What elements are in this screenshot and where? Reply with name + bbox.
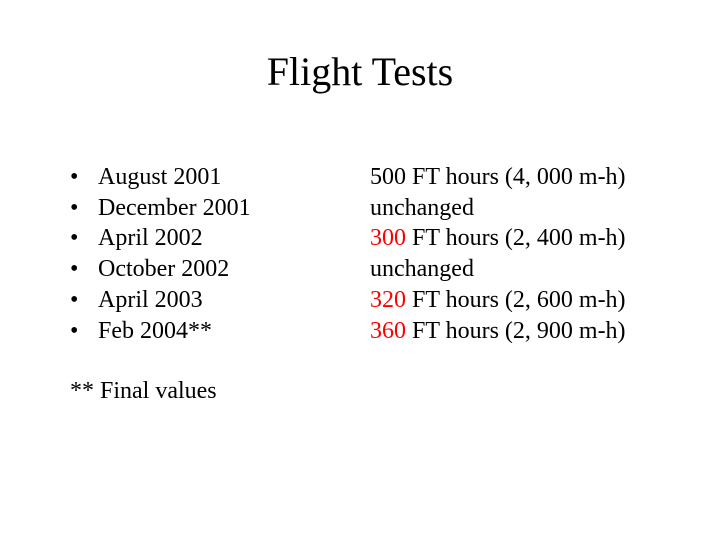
value-suffix: FT hours (4, 000 m-h) [406, 164, 626, 190]
list-item-left: • December 2001 [70, 193, 370, 224]
value-prefix: 500 [370, 164, 406, 190]
value-prefix: 300 [370, 225, 406, 251]
value-label: 500 FT hours (4, 000 m-h) [370, 162, 680, 193]
value-prefix: 360 [370, 318, 406, 344]
value-prefix: 320 [370, 287, 406, 313]
list-item: • April 2002 300 FT hours (2, 400 m-h) [70, 223, 680, 254]
footnote-label: ** Final values [70, 376, 680, 407]
list-item-left: • Feb 2004** [70, 316, 370, 347]
list-item-left: • August 2001 [70, 162, 370, 193]
list-item: • October 2002 unchanged [70, 254, 680, 285]
list-item-left: • April 2003 [70, 285, 370, 316]
bullet-icon: • [70, 254, 98, 285]
list-item: • December 2001 unchanged [70, 193, 680, 224]
list-item: • Feb 2004** 360 FT hours (2, 900 m-h) [70, 316, 680, 347]
bullet-icon: • [70, 285, 98, 316]
bullet-icon: • [70, 223, 98, 254]
value-suffix: unchanged [370, 195, 474, 221]
date-label: April 2003 [98, 285, 370, 316]
date-label: October 2002 [98, 254, 370, 285]
slide-body: • August 2001 500 FT hours (4, 000 m-h) … [70, 162, 680, 407]
bullet-icon: • [70, 162, 98, 193]
list-item: • August 2001 500 FT hours (4, 000 m-h) [70, 162, 680, 193]
value-suffix: FT hours (2, 900 m-h) [406, 318, 626, 344]
slide: Flight Tests • August 2001 500 FT hours … [0, 0, 720, 540]
date-label: December 2001 [98, 193, 370, 224]
value-label: 360 FT hours (2, 900 m-h) [370, 316, 680, 347]
date-label: Feb 2004** [98, 316, 370, 347]
value-label: 320 FT hours (2, 600 m-h) [370, 285, 680, 316]
date-label: August 2001 [98, 162, 370, 193]
value-label: unchanged [370, 193, 680, 224]
list-item-left: • October 2002 [70, 254, 370, 285]
list-item: • April 2003 320 FT hours (2, 600 m-h) [70, 285, 680, 316]
bullet-icon: • [70, 193, 98, 224]
value-label: 300 FT hours (2, 400 m-h) [370, 223, 680, 254]
value-suffix: FT hours (2, 600 m-h) [406, 287, 626, 313]
date-label: April 2002 [98, 223, 370, 254]
list-item-left: • April 2002 [70, 223, 370, 254]
value-suffix: FT hours (2, 400 m-h) [406, 225, 626, 251]
bullet-icon: • [70, 316, 98, 347]
slide-title: Flight Tests [0, 48, 720, 95]
value-suffix: unchanged [370, 256, 474, 282]
value-label: unchanged [370, 254, 680, 285]
